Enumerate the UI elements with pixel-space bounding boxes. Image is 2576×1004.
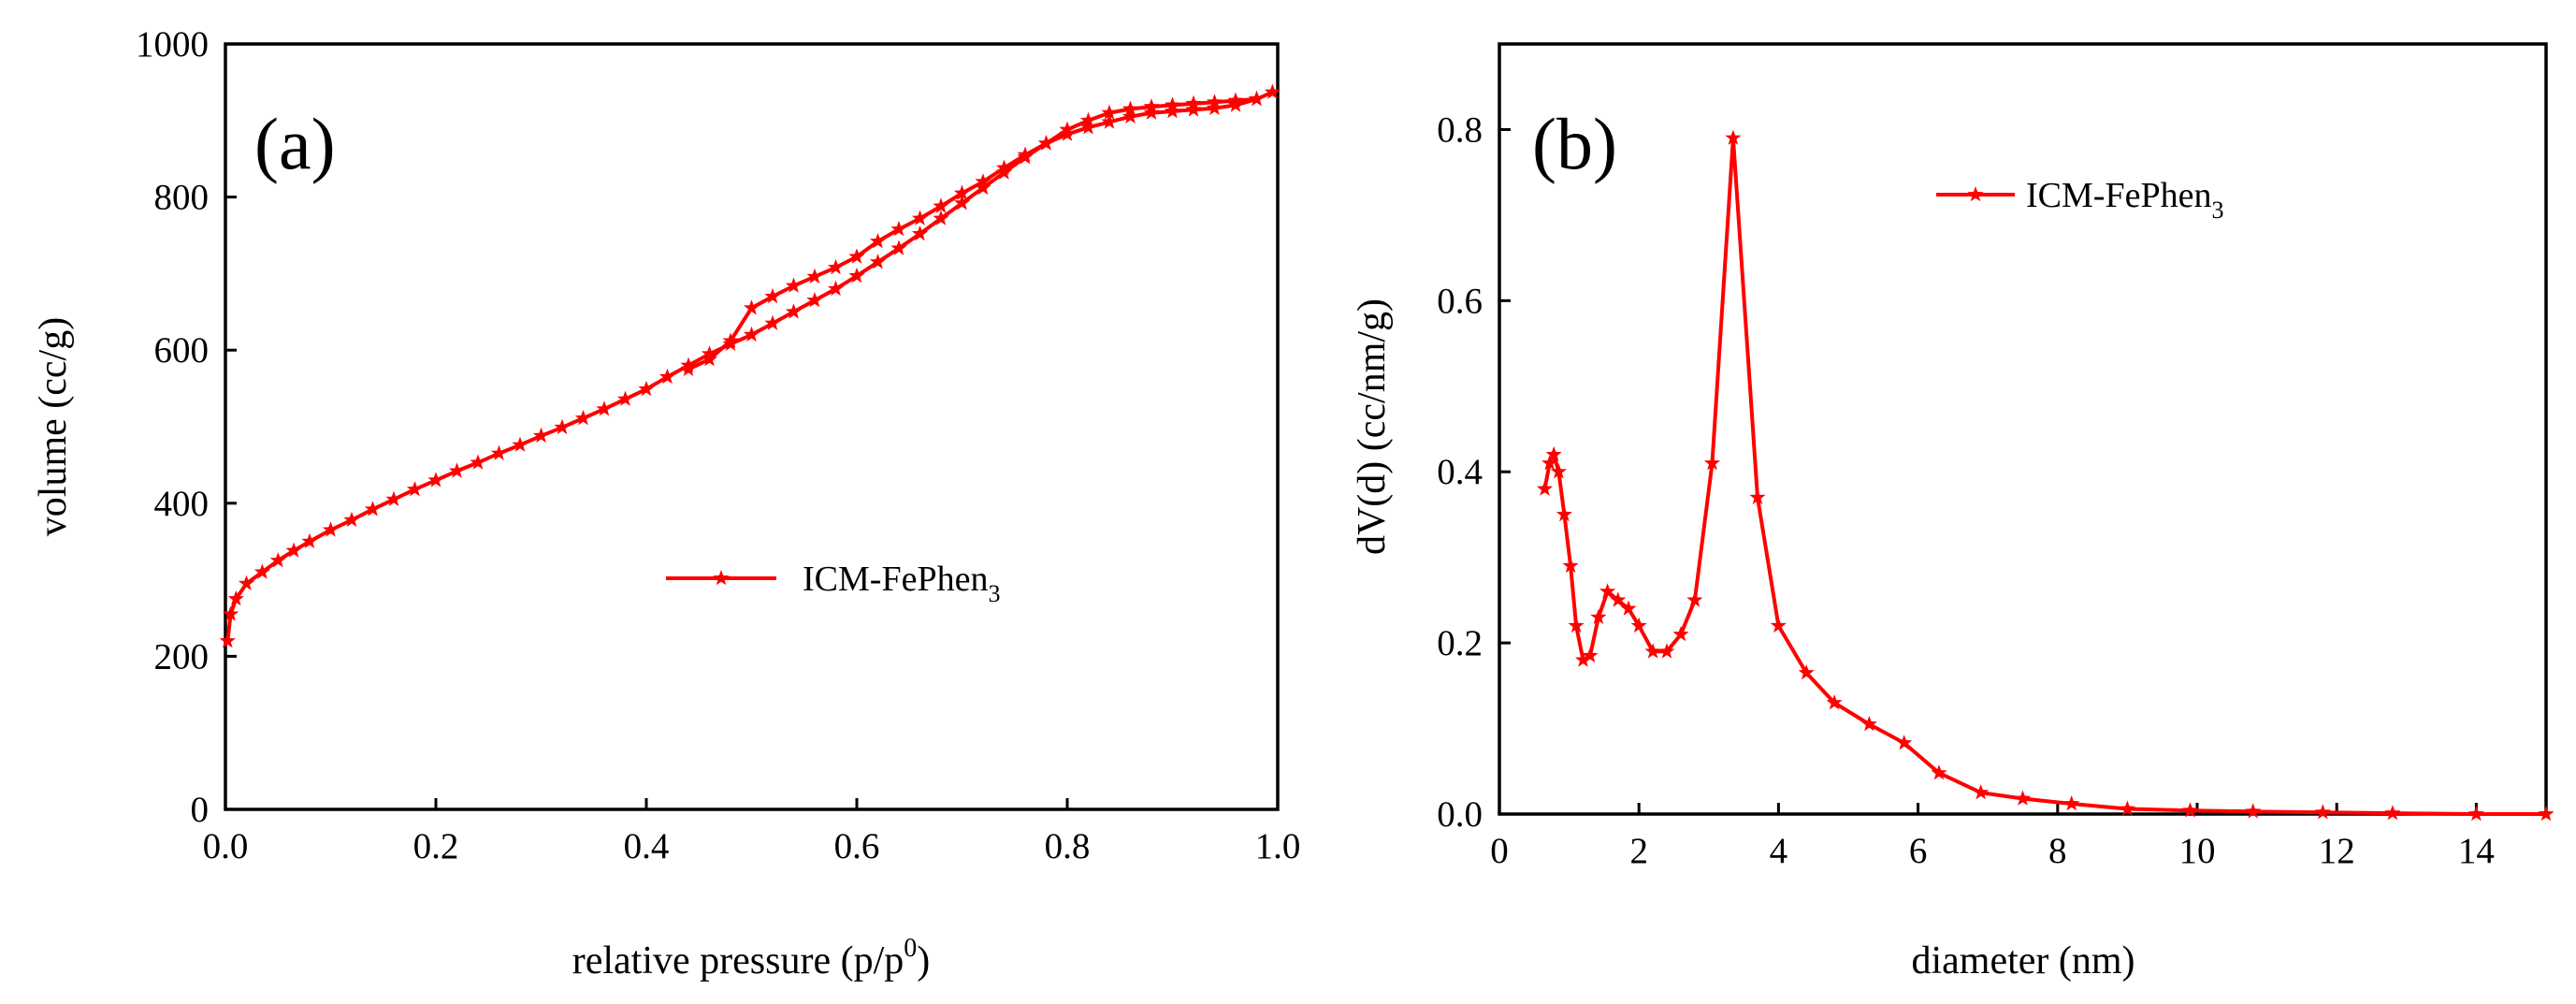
y-tick-label: 400 bbox=[154, 484, 210, 524]
series-line bbox=[225, 90, 1275, 642]
x-tick-label: 2 bbox=[1629, 831, 1648, 871]
x-tick-label: 0 bbox=[1490, 831, 1509, 871]
y-tick-label: 0 bbox=[191, 790, 210, 830]
data-point bbox=[512, 436, 528, 452]
x-tick-label: 10 bbox=[2179, 831, 2216, 871]
series-line bbox=[1542, 136, 2546, 816]
legend: ICM-FePhen3 bbox=[1936, 176, 2223, 224]
data-point bbox=[827, 258, 845, 275]
y-tick-label: 800 bbox=[154, 178, 210, 218]
x-tick-label: 0.2 bbox=[413, 826, 459, 866]
x-tick-label: 1.0 bbox=[1255, 826, 1301, 866]
legend-marker bbox=[1967, 186, 1984, 202]
plot-frame bbox=[224, 42, 1280, 811]
y-tick-label: 0.6 bbox=[1437, 281, 1483, 321]
pore-size-chart: 0 2 4 6 8 10 12 14 0.0 0.2 0.4 0.6 0.8 (b) diameter … bbox=[1351, 42, 2554, 982]
data-point bbox=[2467, 806, 2484, 822]
data-point bbox=[427, 472, 444, 487]
x-tick-label: 0.4 bbox=[624, 826, 670, 866]
data-point bbox=[2063, 795, 2080, 811]
axis-ticks: 0.0 0.2 0.4 0.6 0.8 1.0 0 200 400 600 800 1000 bbox=[136, 24, 1300, 866]
data-point bbox=[806, 268, 823, 284]
x-tick-label: 8 bbox=[2048, 831, 2067, 871]
x-tick-label: 6 bbox=[1909, 831, 1928, 871]
data-point bbox=[2245, 803, 2262, 819]
y-tick-label: 600 bbox=[154, 330, 210, 371]
data-point bbox=[2384, 805, 2401, 821]
panel-label: (b) bbox=[1532, 103, 1617, 184]
y-tick-label: 1000 bbox=[136, 24, 209, 65]
y-axis-label: dV(d) (cc/nm/g) bbox=[1351, 298, 1394, 555]
data-point bbox=[532, 427, 550, 444]
x-tick-label: 4 bbox=[1770, 831, 1788, 871]
x-tick-label: 12 bbox=[2319, 831, 2355, 871]
y-tick-label: 0.2 bbox=[1437, 623, 1483, 663]
series-layer bbox=[219, 83, 1281, 648]
x-tick-label: 14 bbox=[2458, 831, 2495, 871]
y-axis-label: volume (cc/g) bbox=[32, 317, 75, 536]
data-point bbox=[490, 444, 508, 460]
legend-label: ICM-FePhen3 bbox=[2026, 176, 2223, 224]
legend: ICM-FePhen3 bbox=[666, 560, 1000, 607]
legend-label: ICM-FePhen3 bbox=[803, 560, 1000, 607]
data-point bbox=[2014, 790, 2032, 806]
plot-frame bbox=[1498, 42, 2548, 816]
y-tick-label: 200 bbox=[154, 636, 210, 677]
data-point bbox=[2314, 804, 2331, 820]
x-tick-label: 0.0 bbox=[203, 826, 249, 866]
series-layer bbox=[1536, 129, 2554, 822]
x-tick-label: 0.8 bbox=[1045, 826, 1091, 866]
x-tick-label: 0.6 bbox=[834, 826, 880, 866]
data-point bbox=[470, 454, 486, 470]
x-axis-label: relative pressure (p/p0) bbox=[572, 934, 931, 982]
data-point bbox=[743, 299, 760, 315]
axis-ticks: 0 2 4 6 8 10 12 14 0.0 0.2 0.4 0.6 0.8 bbox=[1437, 109, 2495, 871]
data-point bbox=[574, 410, 592, 426]
panel-label: (a) bbox=[254, 103, 336, 184]
data-point bbox=[743, 326, 760, 342]
data-point bbox=[1248, 90, 1266, 107]
data-point bbox=[1536, 480, 1554, 496]
data-point bbox=[1973, 784, 1990, 800]
data-point bbox=[1770, 617, 1787, 633]
legend-marker bbox=[713, 570, 730, 586]
data-point bbox=[554, 418, 571, 435]
y-tick-label: 0.4 bbox=[1437, 452, 1483, 492]
data-point bbox=[596, 400, 613, 416]
data-point bbox=[2538, 806, 2554, 822]
data-point bbox=[1644, 643, 1661, 659]
data-point bbox=[219, 633, 236, 648]
data-point bbox=[448, 462, 466, 478]
y-tick-label: 0.0 bbox=[1437, 794, 1483, 835]
y-tick-label: 0.8 bbox=[1437, 109, 1483, 150]
x-axis-label: diameter (nm) bbox=[1911, 939, 2135, 982]
